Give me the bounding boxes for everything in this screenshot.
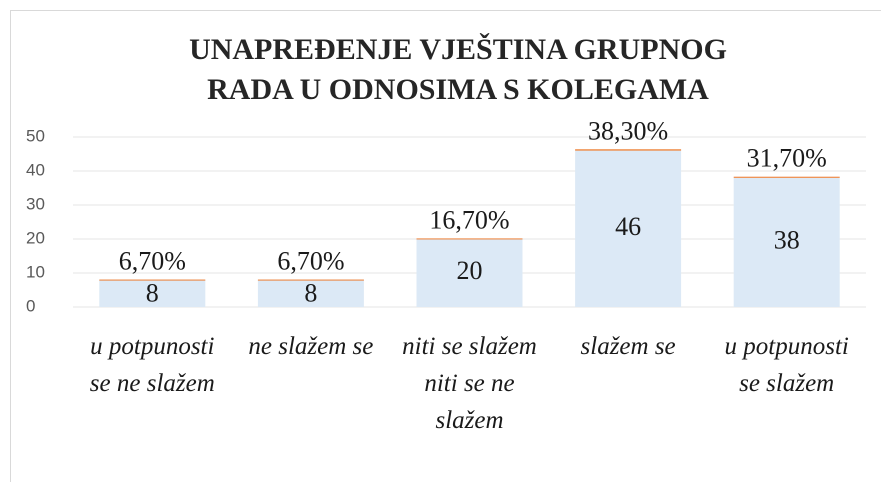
data-label: 31,70% bbox=[747, 144, 827, 173]
bar bbox=[257, 279, 364, 281]
y-tick-label: 50 bbox=[26, 126, 45, 145]
data-label: 38 bbox=[774, 225, 800, 254]
data-label: 8 bbox=[146, 278, 159, 307]
x-tick-label: niti se slažem niti se ne slažem bbox=[402, 333, 537, 434]
y-tick-label: 30 bbox=[26, 194, 45, 213]
y-tick-label: 40 bbox=[26, 160, 45, 179]
data-label: 6,70% bbox=[119, 247, 186, 276]
bar bbox=[99, 279, 206, 307]
chart-title: UNAPREĐENJE VJEŠTINA GRUPNOG bbox=[189, 33, 727, 66]
y-tick-label: 20 bbox=[26, 228, 45, 247]
y-tick-label: 10 bbox=[26, 262, 45, 281]
bar bbox=[416, 239, 523, 307]
bar bbox=[575, 149, 682, 151]
x-tick-label: u potpunosti se ne slažem bbox=[89, 333, 215, 397]
bar bbox=[733, 176, 840, 178]
data-label: 46 bbox=[615, 212, 641, 241]
data-label: 8 bbox=[304, 278, 317, 307]
chart-border bbox=[10, 10, 881, 482]
y-tick-label: 0 bbox=[26, 296, 35, 315]
x-tick-label: slažem se bbox=[580, 333, 676, 360]
bar bbox=[99, 279, 206, 281]
data-label: 16,70% bbox=[429, 205, 509, 234]
bar bbox=[416, 238, 523, 240]
x-tick-label: u potpunosti se slažem bbox=[724, 333, 849, 397]
bar bbox=[575, 150, 682, 307]
data-label: 20 bbox=[457, 256, 483, 285]
x-tick-label: ne slažem se bbox=[248, 333, 374, 360]
bar bbox=[733, 177, 840, 307]
data-label: 38,30% bbox=[588, 116, 668, 145]
data-label: 6,70% bbox=[277, 247, 344, 276]
chart-title: RADA U ODNOSIMA S KOLEGAMA bbox=[207, 73, 709, 106]
bar bbox=[257, 279, 364, 307]
